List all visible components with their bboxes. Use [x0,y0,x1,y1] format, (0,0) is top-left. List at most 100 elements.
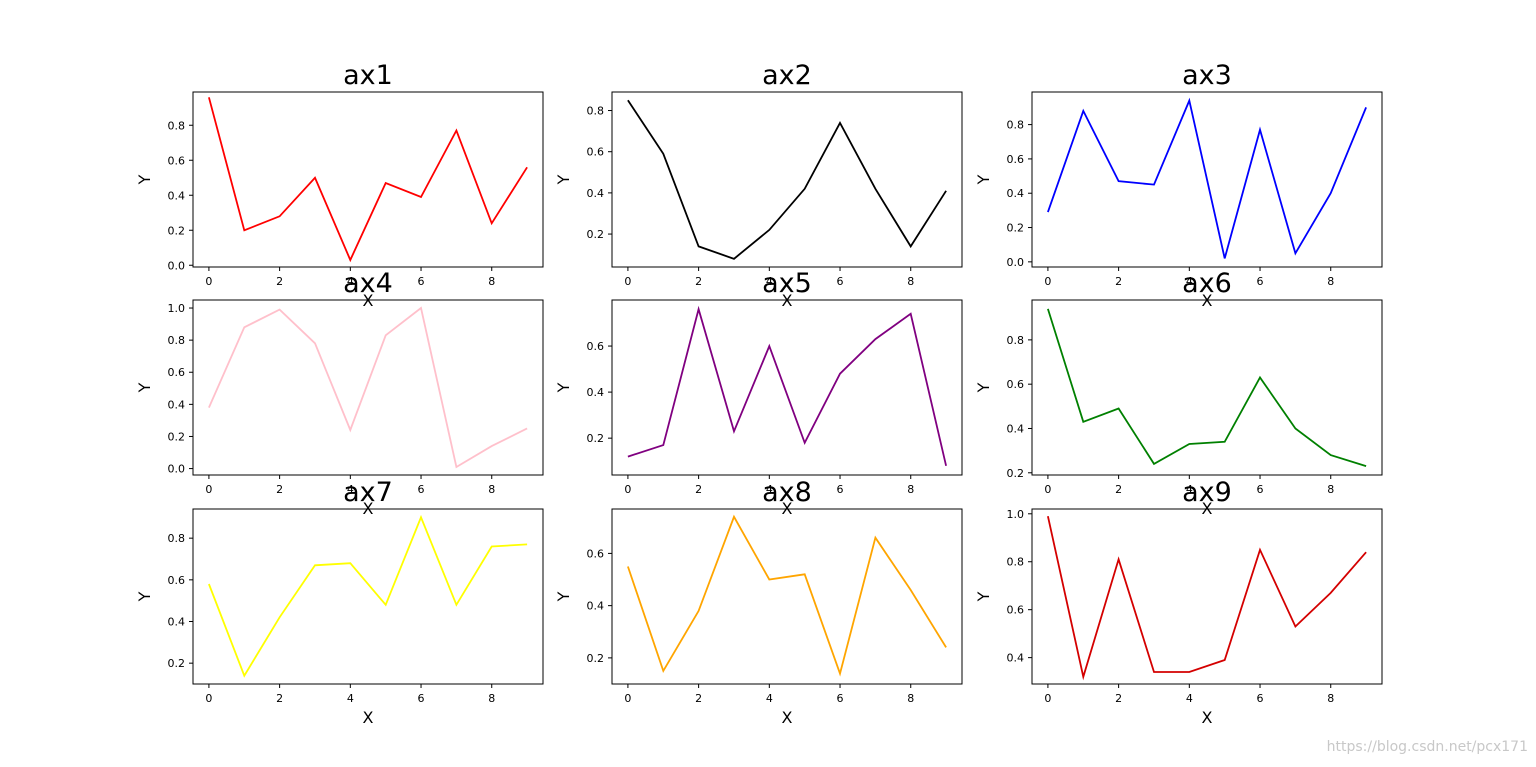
x-tick-label: 8 [1327,483,1334,496]
x-tick-label: 0 [624,692,631,705]
y-tick-label: 0.4 [168,398,186,411]
data-point [662,153,664,155]
data-point [839,373,841,375]
data-point [526,544,528,546]
axes-frame [611,91,963,268]
y-axis-label: Y [974,174,993,185]
data-point [420,307,422,309]
y-tick-label: 0.2 [587,228,605,241]
data-point [491,445,493,447]
subplot-title: ax2 [762,60,812,91]
y-tick-label: 0.4 [1007,652,1025,665]
x-tick-label: 6 [837,483,844,496]
x-tick-label: 2 [276,275,283,288]
x-tick-label: 4 [347,692,354,705]
x-tick-label: 8 [488,275,495,288]
data-point [350,562,352,564]
x-tick-label: 4 [347,275,354,288]
data-point [698,610,700,612]
data-point [1153,671,1155,673]
data-point [1118,408,1120,410]
y-tick-label: 0.0 [168,259,186,272]
subplot-title: ax9 [1182,477,1232,508]
data-point [839,122,841,124]
x-tick-label: 2 [1115,483,1122,496]
x-tick-label: 8 [907,483,914,496]
y-axis-label: Y [554,591,573,602]
data-point [526,428,528,430]
y-tick-label: 0.2 [168,430,186,443]
x-tick-label: 2 [276,692,283,705]
y-tick-label: 0.4 [587,600,605,613]
watermark: https://blog.csdn.net/pcx171 [1326,739,1528,755]
x-tick-label: 4 [1186,275,1193,288]
data-point [243,326,245,328]
data-point [945,190,947,192]
data-point [1047,515,1049,517]
data-point [1118,180,1120,182]
x-tick-label: 0 [1044,275,1051,288]
series-line [1047,516,1367,681]
y-tick-label: 0.8 [1007,334,1025,347]
x-tick-label: 2 [695,483,702,496]
data-point [804,442,806,444]
y-tick-label: 0.6 [587,547,605,560]
subplot-title: ax6 [1182,268,1232,299]
series-line [627,514,947,677]
data-point [1330,454,1332,456]
data-point [1295,252,1297,254]
data-point [910,246,912,248]
y-axis-label: Y [135,174,154,185]
data-point [769,229,771,231]
series-line [627,99,947,260]
data-point [875,188,877,190]
y-tick-label: 0.6 [168,154,186,167]
data-point [456,466,458,468]
x-tick-label: 6 [1257,692,1264,705]
x-tick-label: 6 [418,275,425,288]
axes-frame [192,508,544,685]
data-point [769,579,771,581]
data-point [769,345,771,347]
data-point [279,309,281,311]
data-point [208,96,210,98]
axes-frame [611,508,963,685]
x-tick-label: 0 [1044,483,1051,496]
x-tick-label: 8 [1327,275,1334,288]
data-point [1365,107,1367,109]
data-point [1224,258,1226,260]
series-line [1047,308,1367,467]
x-tick-label: 2 [695,692,702,705]
y-tick-label: 0.4 [587,386,605,399]
data-point [491,546,493,548]
y-tick-label: 0.6 [1007,153,1025,166]
data-point [804,188,806,190]
x-tick-label: 0 [205,275,212,288]
axes-frame [1031,91,1383,268]
axes-frame [192,299,544,476]
subplot-title: ax4 [343,268,393,299]
data-point [385,182,387,184]
x-tick-label: 8 [488,483,495,496]
data-point [1047,211,1049,213]
y-tick-label: 1.0 [1007,508,1025,521]
data-point [733,430,735,432]
data-point [1295,428,1297,430]
data-point [839,673,841,675]
data-point [1365,465,1367,467]
data-point [208,583,210,585]
y-axis-label: Y [554,174,573,185]
data-point [1330,192,1332,194]
data-point [420,517,422,519]
axes-frame [1031,299,1383,476]
y-axis-label: Y [135,591,154,602]
y-tick-label: 0.4 [1007,422,1025,435]
axes-frame [192,91,544,268]
